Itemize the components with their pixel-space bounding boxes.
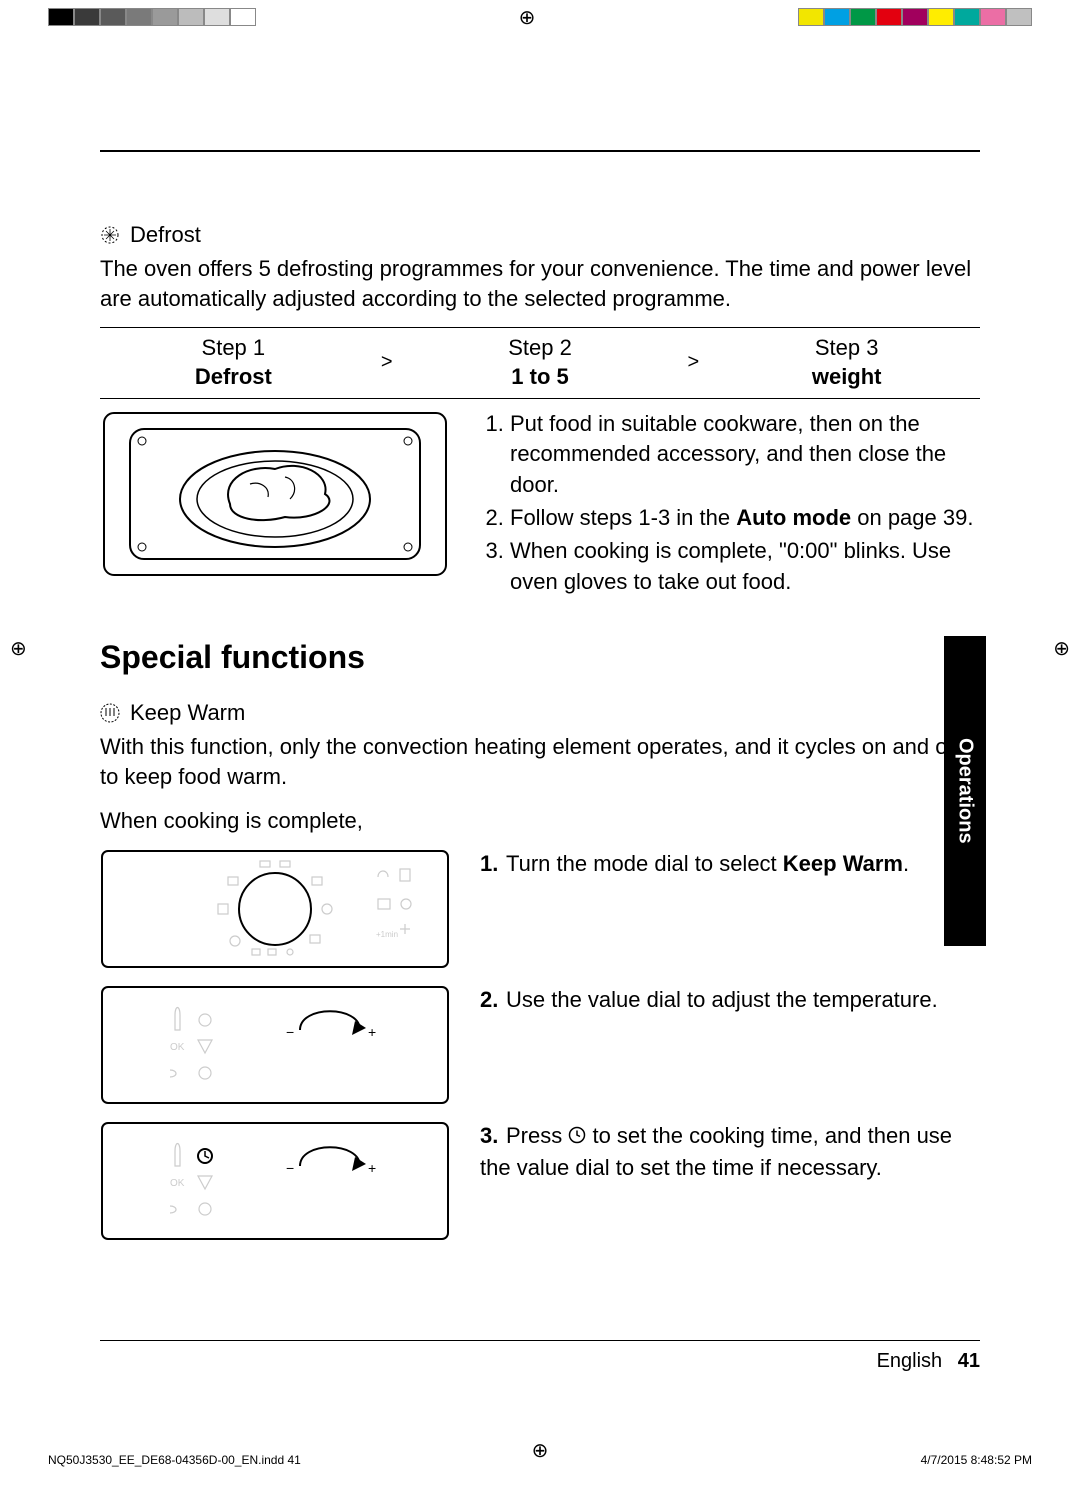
keepwarm-step-2: 2.Use the value dial to adjust the tempe…	[480, 985, 980, 1105]
keepwarm-step-1: 1.Turn the mode dial to select Keep Warm…	[480, 849, 980, 969]
step-1-cell: Step 1 Defrost	[100, 334, 367, 391]
footer-page-number: 41	[958, 1350, 980, 1372]
keepwarm-step-3: 3.Press to set the cooking time, and the…	[480, 1121, 980, 1241]
defrost-illustration	[100, 409, 450, 579]
step-1-value: Defrost	[100, 363, 367, 392]
calibration-strip: ⊕	[48, 6, 1032, 28]
registration-mark-right: ⊕	[1053, 636, 1070, 661]
svg-text:+: +	[368, 1160, 376, 1176]
keepwarm-row-3: OK − + 3.Press to set the cooking time, a…	[100, 1121, 980, 1241]
keepwarm-icon	[100, 703, 120, 723]
control-panel-illustration-3: OK − +	[100, 1121, 450, 1241]
step-2-cell: Step 2 1 to 5	[407, 334, 674, 391]
control-panel-illustration-2: OK − +	[100, 985, 450, 1105]
keepwarm-heading-row: Keep Warm	[100, 700, 980, 726]
defrost-step-1: Put food in suitable cookware, then on t…	[510, 409, 980, 501]
defrost-step-2: Follow steps 1-3 in the Auto mode on pag…	[510, 503, 980, 534]
step-arrow-1: >	[367, 351, 407, 374]
step-number-3: 3.	[480, 1121, 506, 1152]
defrost-intro: The oven offers 5 defrosting programmes …	[100, 254, 980, 313]
grayscale-swatches	[48, 8, 256, 26]
step-arrow-2: >	[673, 351, 713, 374]
svg-text:OK: OK	[170, 1178, 185, 1189]
defrost-label: Defrost	[130, 222, 201, 248]
keepwarm-intro: With this function, only the convection …	[100, 732, 980, 791]
imprint-left: NQ50J3530_EE_DE68-04356D-00_EN.indd 41	[48, 1453, 301, 1467]
color-swatches	[798, 8, 1032, 26]
imprint-right: 4/7/2015 8:48:52 PM	[921, 1453, 1032, 1467]
defrost-icon	[100, 225, 120, 245]
section-tab-label: Operations	[954, 738, 977, 844]
page-footer: English 41	[877, 1350, 980, 1373]
keepwarm-row-1: +1min 1.Turn the mode dial to select Kee…	[100, 849, 980, 969]
step-3-cell: Step 3 weight	[713, 334, 980, 391]
step-3-value: weight	[713, 363, 980, 392]
svg-text:+: +	[368, 1024, 376, 1040]
footer-language: English	[877, 1350, 943, 1372]
page-content: Defrost The oven offers 5 defrosting pro…	[100, 150, 980, 1391]
keepwarm-label: Keep Warm	[130, 700, 245, 726]
svg-text:OK: OK	[170, 1042, 185, 1053]
svg-text:+1min: +1min	[376, 930, 398, 939]
step-2-title: Step 2	[407, 334, 674, 363]
step-number-2: 2.	[480, 985, 506, 1016]
step-number-1: 1.	[480, 849, 506, 880]
svg-text:−: −	[286, 1160, 294, 1176]
step-2-value: 1 to 5	[407, 363, 674, 392]
defrost-figure-row: Put food in suitable cookware, then on t…	[100, 409, 980, 600]
defrost-step-3: When cooking is complete, "0:00" blinks.…	[510, 536, 980, 598]
registration-mark-top: ⊕	[519, 5, 536, 30]
step-3-title: Step 3	[713, 334, 980, 363]
svg-text:−: −	[286, 1024, 294, 1040]
keepwarm-row-2: OK − + 2.Use the value dial to adjust the…	[100, 985, 980, 1105]
special-functions-heading: Special functions	[100, 639, 980, 676]
defrost-instructions: Put food in suitable cookware, then on t…	[480, 409, 980, 600]
step-1-title: Step 1	[100, 334, 367, 363]
control-panel-illustration-1: +1min	[100, 849, 450, 969]
defrost-steps-table: Step 1 Defrost > Step 2 1 to 5 > Step 3 …	[100, 327, 980, 398]
clock-icon	[568, 1122, 586, 1153]
registration-mark-left: ⊕	[10, 636, 27, 661]
section-tab: Operations	[944, 636, 986, 946]
keepwarm-lead: When cooking is complete,	[100, 806, 980, 836]
defrost-heading-row: Defrost	[100, 222, 980, 248]
registration-mark-bottom: ⊕	[532, 1438, 549, 1463]
footer-rule	[100, 1340, 980, 1341]
top-rule	[100, 150, 980, 152]
